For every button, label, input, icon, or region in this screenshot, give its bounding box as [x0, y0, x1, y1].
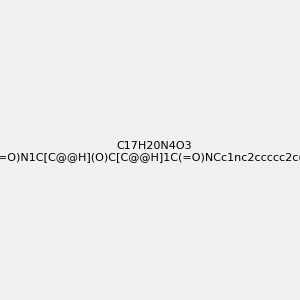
Text: C17H20N4O3
CC(=O)N1C[C@@H](O)C[C@@H]1C(=O)NCc1nc2ccccc2c(C)n1: C17H20N4O3 CC(=O)N1C[C@@H](O)C[C@@H]1C(=… [0, 141, 300, 162]
